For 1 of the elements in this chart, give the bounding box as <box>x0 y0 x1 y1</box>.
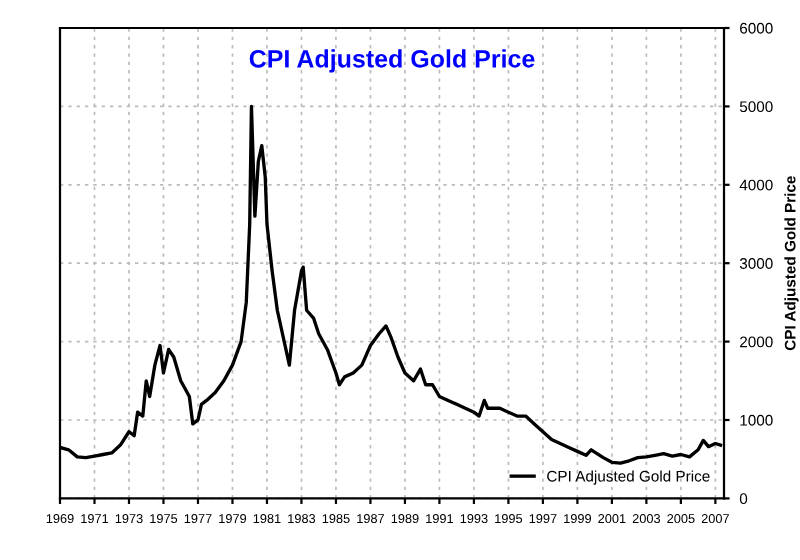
text: CPI Adjusted Gold Price <box>249 49 535 73</box>
